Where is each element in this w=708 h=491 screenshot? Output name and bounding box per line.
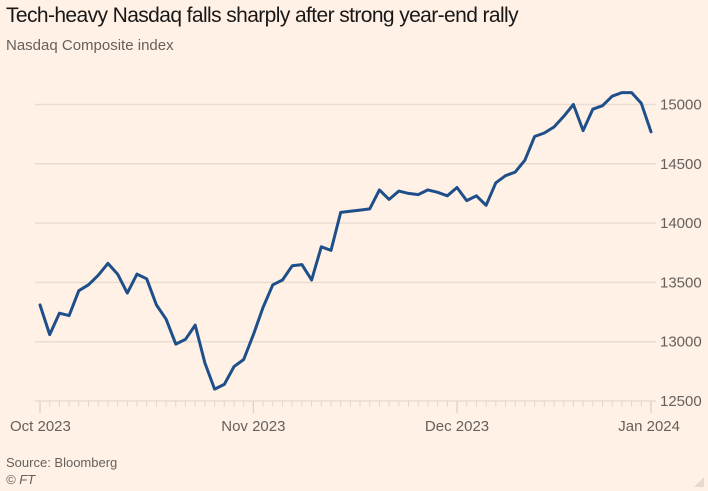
resize-handle-icon[interactable] bbox=[694, 477, 704, 487]
x-tick-label: Jan 2024 bbox=[618, 418, 680, 435]
x-axis: Oct 2023 Nov 2023 Dec 2023 Jan 2024 bbox=[10, 401, 680, 435]
nasdaq-line bbox=[38, 91, 653, 391]
chart-subtitle: Nasdaq Composite index bbox=[6, 37, 174, 54]
copyright-note: © FT bbox=[6, 472, 36, 487]
x-tick-label: Dec 2023 bbox=[425, 418, 489, 435]
y-tick-label: 15000 bbox=[660, 97, 702, 114]
chart-title: Tech-heavy Nasdaq falls sharply after st… bbox=[6, 4, 519, 27]
x-tick-label: Oct 2023 bbox=[10, 418, 71, 435]
y-tick-label: 12500 bbox=[660, 393, 702, 410]
y-tick-label: 14500 bbox=[660, 156, 702, 173]
source-note: Source: Bloomberg bbox=[6, 455, 118, 470]
y-axis: 12500 13000 13500 14000 14500 15000 bbox=[660, 97, 702, 411]
y-tick-label: 13500 bbox=[660, 274, 702, 291]
y-tick-label: 14000 bbox=[660, 215, 702, 232]
series-layer bbox=[38, 91, 653, 391]
x-tick-label: Nov 2023 bbox=[221, 418, 285, 435]
y-tick-label: 13000 bbox=[660, 334, 702, 351]
gridlines bbox=[35, 103, 656, 402]
